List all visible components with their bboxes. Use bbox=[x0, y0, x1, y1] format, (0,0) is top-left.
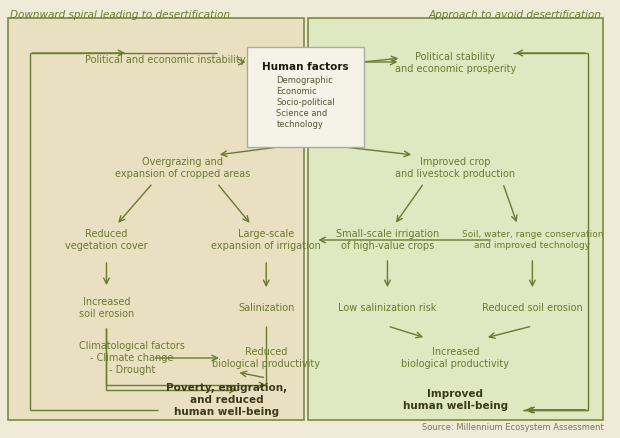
Text: Increased
biological productivity: Increased biological productivity bbox=[402, 347, 510, 369]
Bar bbox=[8, 18, 304, 420]
Text: Reduced
biological productivity: Reduced biological productivity bbox=[212, 347, 320, 369]
FancyBboxPatch shape bbox=[247, 47, 364, 147]
Text: Political stability
and economic prosperity: Political stability and economic prosper… bbox=[395, 52, 516, 74]
Text: Downward spiral leading to desertification: Downward spiral leading to desertificati… bbox=[10, 10, 230, 20]
Text: Soil, water, range conservation
and improved technology: Soil, water, range conservation and impr… bbox=[462, 230, 603, 250]
Text: Poverty, emigration,
and reduced
human well-being: Poverty, emigration, and reduced human w… bbox=[166, 383, 287, 417]
Text: Small-scale irrigation
of high-value crops: Small-scale irrigation of high-value cro… bbox=[336, 229, 439, 251]
Bar bbox=[308, 18, 603, 420]
Text: Reduced soil erosion: Reduced soil erosion bbox=[482, 303, 583, 313]
Text: Increased
soil erosion: Increased soil erosion bbox=[79, 297, 134, 319]
Text: Salinization: Salinization bbox=[238, 303, 294, 313]
Text: Improved
human well-being: Improved human well-being bbox=[403, 389, 508, 411]
Text: Low salinization risk: Low salinization risk bbox=[339, 303, 436, 313]
Text: Overgrazing and
expansion of cropped areas: Overgrazing and expansion of cropped are… bbox=[115, 157, 250, 179]
Text: Human factors: Human factors bbox=[262, 62, 349, 72]
Text: Climatological factors
- Climate change
- Drought: Climatological factors - Climate change … bbox=[79, 341, 185, 375]
Text: Reduced
vegetation cover: Reduced vegetation cover bbox=[65, 229, 148, 251]
Text: Political and economic instability: Political and economic instability bbox=[86, 55, 246, 65]
Text: Improved crop
and livestock production: Improved crop and livestock production bbox=[396, 157, 516, 179]
Text: Large-scale
expansion of irrigation: Large-scale expansion of irrigation bbox=[211, 229, 321, 251]
Text: Source: Millennium Ecosystem Assessment: Source: Millennium Ecosystem Assessment bbox=[422, 423, 603, 432]
Text: Demographic
Economic
Socio-political
Science and
technology: Demographic Economic Socio-political Sci… bbox=[277, 76, 335, 129]
Text: Approach to avoid desertification: Approach to avoid desertification bbox=[428, 10, 601, 20]
